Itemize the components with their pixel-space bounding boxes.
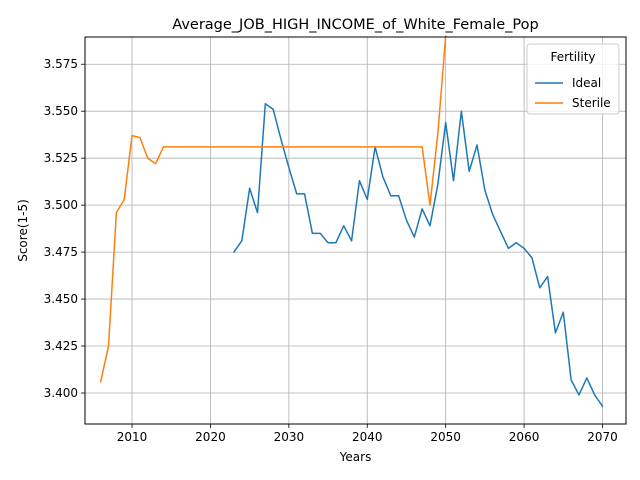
axes-frame bbox=[84, 36, 627, 425]
chart-title: Average_JOB_HIGH_INCOME_of_White_Female_… bbox=[172, 17, 538, 33]
series-line-sterile bbox=[99, 35, 447, 383]
y-tick-label: 3.450 bbox=[44, 292, 78, 306]
x-tick-label: 2070 bbox=[587, 430, 618, 444]
series-layer bbox=[99, 35, 604, 408]
y-tick-label: 3.400 bbox=[44, 386, 78, 400]
series-line-ideal bbox=[232, 102, 604, 408]
y-tick-label: 3.425 bbox=[44, 339, 78, 353]
x-tick-label: 2040 bbox=[352, 430, 383, 444]
legend-label-ideal: Ideal bbox=[572, 76, 601, 90]
legend: Fertility Ideal Sterile bbox=[526, 43, 620, 115]
y-axis-label: Score(1-5) bbox=[16, 199, 30, 262]
x-tick-label: 2020 bbox=[195, 430, 226, 444]
legend-box bbox=[526, 43, 620, 115]
legend-title: Fertility bbox=[550, 50, 595, 64]
x-axis-label: Years bbox=[339, 450, 372, 464]
legend-label-sterile: Sterile bbox=[572, 96, 611, 110]
y-tick-label: 3.500 bbox=[44, 198, 78, 212]
x-tick-label: 2060 bbox=[509, 430, 540, 444]
x-tick-label: 2010 bbox=[117, 430, 148, 444]
x-axis-ticks: 2010 2020 2030 2040 2050 2060 2070 bbox=[117, 424, 618, 444]
plot-area bbox=[84, 35, 627, 425]
grid bbox=[85, 37, 626, 424]
x-tick-label: 2030 bbox=[274, 430, 305, 444]
y-axis-ticks: 3.400 3.425 3.450 3.475 3.500 3.525 3.550 3.575 bbox=[44, 57, 85, 400]
y-tick-label: 3.525 bbox=[44, 151, 78, 165]
x-tick-label: 2050 bbox=[430, 430, 461, 444]
legend-entries: Ideal Sterile bbox=[535, 76, 611, 110]
y-tick-label: 3.575 bbox=[44, 57, 78, 71]
y-tick-label: 3.475 bbox=[44, 245, 78, 259]
y-tick-label: 3.550 bbox=[44, 104, 78, 118]
